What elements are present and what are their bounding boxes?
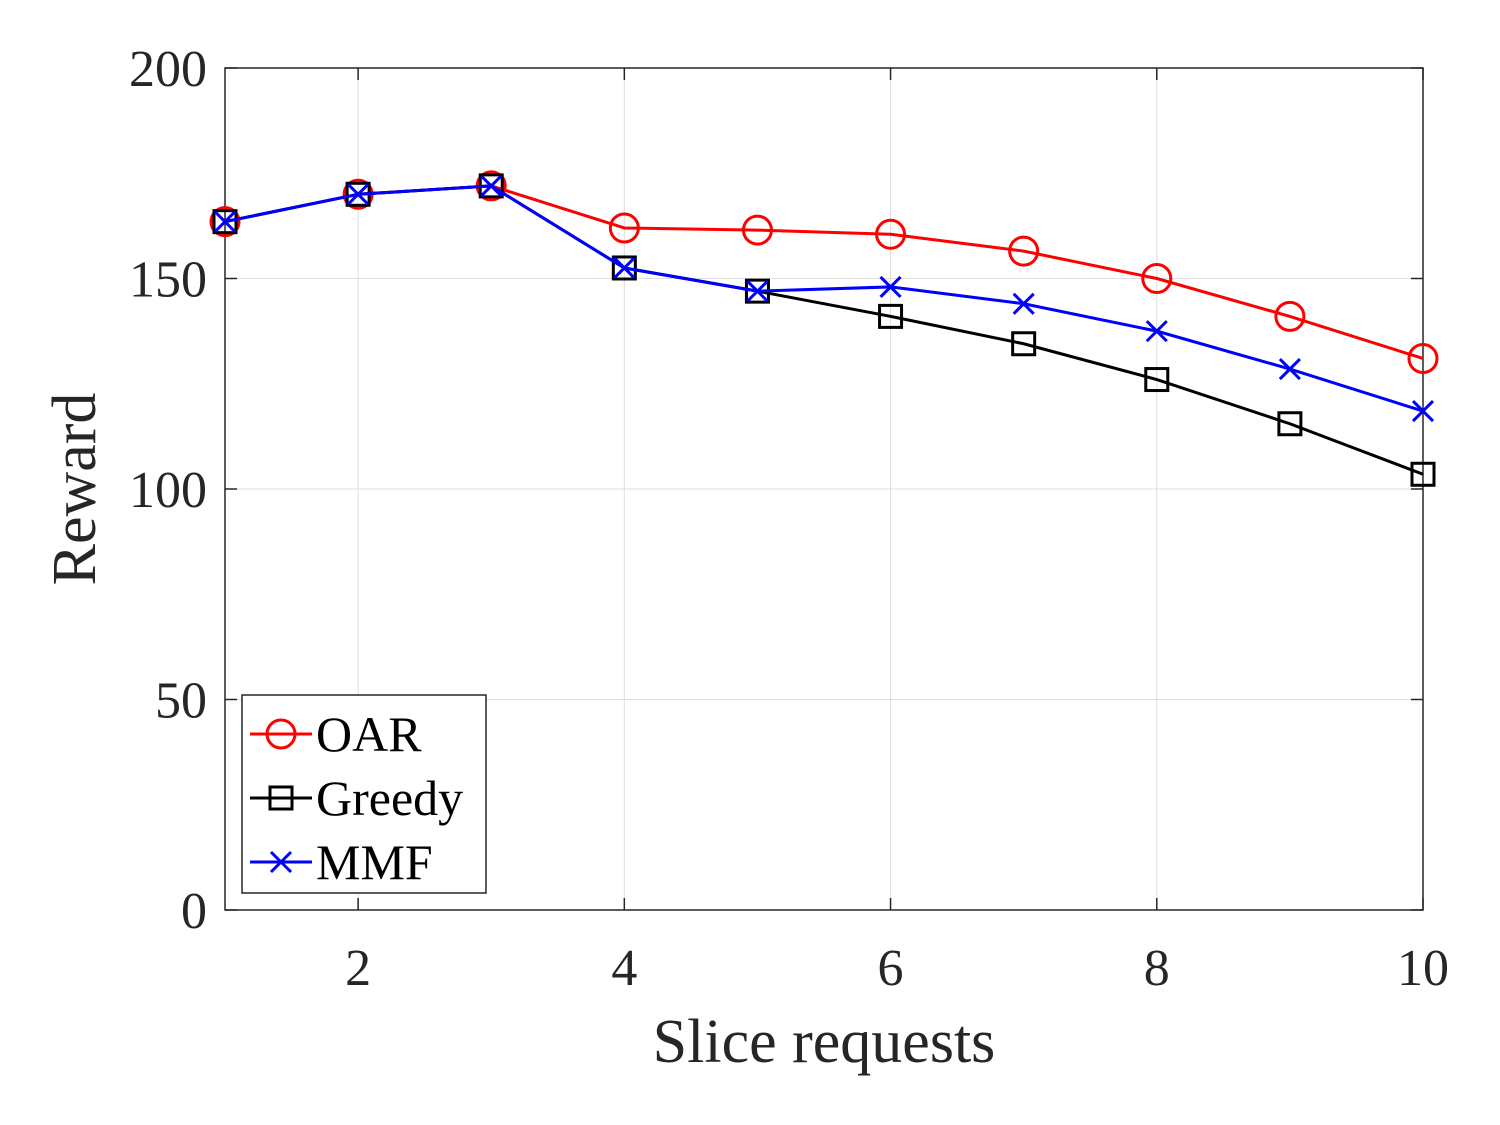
data-point-oar <box>1274 300 1306 332</box>
series-line-greedy <box>224 184 1424 476</box>
legend-item-greedy: Greedy <box>250 770 463 826</box>
data-point-greedy <box>878 303 904 329</box>
data-point-mmf <box>1145 320 1168 343</box>
data-point-greedy <box>1410 461 1436 487</box>
data-point-greedy <box>1277 411 1303 437</box>
legend-label-oar: OAR <box>316 706 422 762</box>
data-point-mmf <box>879 275 902 298</box>
data-point-mmf <box>347 183 370 206</box>
data-point-mmf <box>213 210 237 233</box>
data-point-oar <box>209 206 241 238</box>
data-point-greedy <box>611 255 637 281</box>
x-tick-label: 2 <box>345 940 371 997</box>
data-point-greedy <box>1144 367 1170 393</box>
y-tick-label: 100 <box>129 462 207 519</box>
x-tick-label: 4 <box>611 940 637 997</box>
data-point-oar <box>1008 235 1040 267</box>
legend-marker-greedy <box>268 785 294 811</box>
x-tick-label: 6 <box>878 940 904 997</box>
y-tick-label: 0 <box>181 883 207 940</box>
data-point-oar <box>875 218 907 250</box>
y-tick-label: 150 <box>129 252 207 309</box>
data-series <box>209 170 1439 487</box>
data-point-mmf <box>746 280 769 303</box>
legend-item-mmf: MMF <box>250 834 433 890</box>
legend-item-oar: OAR <box>250 706 422 762</box>
legend-label-greedy: Greedy <box>316 770 463 826</box>
series-mmf <box>213 174 1435 423</box>
data-point-oar <box>1407 342 1439 374</box>
data-point-oar <box>741 214 773 246</box>
data-point-oar <box>1141 263 1173 294</box>
y-tick-label: 50 <box>155 673 207 730</box>
legend-marker-oar <box>265 718 297 750</box>
data-point-mmf <box>613 256 636 280</box>
x-tick-label: 10 <box>1397 940 1449 997</box>
x-tick-label: 8 <box>1144 940 1170 997</box>
series-greedy <box>212 173 1436 487</box>
y-tick-label: 200 <box>129 41 207 98</box>
data-point-greedy <box>1011 331 1037 357</box>
data-point-mmf <box>480 174 503 197</box>
series-line-oar <box>224 184 1424 360</box>
data-point-mmf <box>1012 292 1035 315</box>
data-point-oar <box>608 212 640 244</box>
legend-label-mmf: MMF <box>316 834 433 890</box>
legend: OAR Greedy MMF <box>241 694 487 894</box>
series-line-mmf <box>224 184 1424 413</box>
series-oar <box>209 170 1439 374</box>
x-axis-label: Slice requests <box>653 1008 996 1076</box>
data-point-mmf <box>1278 357 1301 381</box>
legend-marker-mmf <box>269 850 293 874</box>
data-point-mmf <box>1411 400 1435 423</box>
y-axis-label: Reward <box>41 393 109 586</box>
data-point-greedy <box>212 209 238 235</box>
